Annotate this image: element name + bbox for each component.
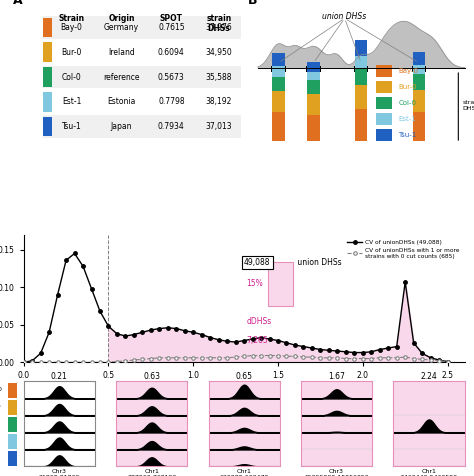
Bar [375,129,392,141]
Text: Bur-0: Bur-0 [61,48,82,57]
Text: Bur-0: Bur-0 [0,405,1,409]
Text: Strain: Strain [58,14,84,23]
X-axis label: Chr3
15955900-15956050: Chr3 15955900-15956050 [304,469,369,476]
Text: union DHSs: union DHSs [295,258,341,267]
Text: A: A [13,0,22,7]
Text: 0.7615: 0.7615 [158,23,185,32]
Text: 34,950: 34,950 [206,48,232,57]
Bar [413,90,425,112]
Text: Col-0: Col-0 [62,72,82,81]
Bar [43,66,241,89]
Bar [306,67,321,72]
Text: Bay-0: Bay-0 [398,68,419,74]
Bar [355,85,367,109]
Bar [272,91,284,112]
Text: Tsu-1: Tsu-1 [0,456,1,460]
Text: 0.6094: 0.6094 [158,48,185,57]
Text: Ireland: Ireland [108,48,135,57]
Text: Estonia: Estonia [107,97,136,106]
X-axis label: Chr1
787960-768190: Chr1 787960-768190 [127,469,176,476]
Bar [413,74,425,90]
Bar [307,115,320,141]
Text: Bay-0: Bay-0 [61,23,82,32]
Text: Bay-0: Bay-0 [0,387,2,392]
Bar [8,400,17,415]
Bar [272,77,284,91]
Bar [413,52,425,65]
Text: strain
DHSs: strain DHSs [207,14,232,33]
Bar [355,56,367,68]
Text: 35,588: 35,588 [206,72,232,81]
Bar [307,79,320,94]
Bar [43,117,52,137]
X-axis label: Chr3
21860-21830: Chr3 21860-21830 [38,469,80,476]
Text: Est-1: Est-1 [62,97,81,106]
Bar [43,16,241,39]
Text: Col-0: Col-0 [398,100,416,106]
Text: Tsu-1: Tsu-1 [398,132,417,138]
Text: reference: reference [103,72,140,81]
Bar [375,113,392,125]
Bar [271,67,286,72]
Title: 2.24: 2.24 [420,372,438,381]
Text: Germany: Germany [104,23,139,32]
Bar [413,112,425,141]
Text: 15%: 15% [246,279,263,288]
Text: 7,265: 7,265 [246,336,268,345]
Bar [272,112,284,141]
Bar [43,41,241,63]
Text: 0.7798: 0.7798 [158,97,185,106]
Bar [355,109,367,141]
Bar [355,68,367,85]
Text: 37,013: 37,013 [206,122,232,131]
Bar [8,434,17,448]
Text: 0.5673: 0.5673 [158,72,185,81]
Text: Col-0: Col-0 [0,421,1,426]
Bar [307,94,320,115]
Text: 37,976: 37,976 [206,23,232,32]
Bar [375,97,392,109]
Bar [354,67,368,72]
Legend: CV of unionDHSs (49,088), CV of unionDHSs with 1 or more
strains with 0 cut coun: CV of unionDHSs (49,088), CV of unionDHS… [345,238,462,261]
Title: 0.65: 0.65 [236,372,253,381]
Text: union DHSs: union DHSs [322,12,367,21]
Text: dDHSs: dDHSs [246,317,272,326]
Text: Japan: Japan [110,122,132,131]
Bar [8,417,17,432]
Bar [43,92,52,112]
Bar [307,62,320,72]
Bar [272,67,284,77]
Bar [413,65,425,74]
Bar [43,90,241,113]
Bar [43,67,52,87]
Bar [43,42,52,62]
Text: 38,192: 38,192 [206,97,232,106]
X-axis label: Chr1
630280-630470: Chr1 630280-630470 [219,469,269,476]
Text: B: B [247,0,257,7]
Text: 49,088: 49,088 [244,258,271,267]
Title: 0.63: 0.63 [143,372,160,381]
Bar [375,65,392,77]
FancyBboxPatch shape [268,261,292,306]
Bar [43,115,241,138]
Bar [307,72,320,79]
Bar [272,53,284,67]
Text: Est-1: Est-1 [398,116,416,122]
Text: 0.7934: 0.7934 [158,122,185,131]
X-axis label: Chr1
5460440-5460590: Chr1 5460440-5460590 [401,469,457,476]
Title: 0.21: 0.21 [51,372,68,381]
Text: Origin: Origin [108,14,135,23]
Bar [43,18,52,37]
Text: strain
DHSs: strain DHSs [463,100,474,111]
Bar [375,81,392,93]
Bar [8,451,17,466]
Text: Tsu-1: Tsu-1 [62,122,82,131]
Text: Bur-0: Bur-0 [398,84,417,90]
Text: SPOT: SPOT [160,14,183,23]
Title: 1.67: 1.67 [328,372,345,381]
Bar [8,383,17,397]
Bar [412,67,426,72]
X-axis label: CV: CV [238,382,250,391]
Bar [355,40,367,56]
